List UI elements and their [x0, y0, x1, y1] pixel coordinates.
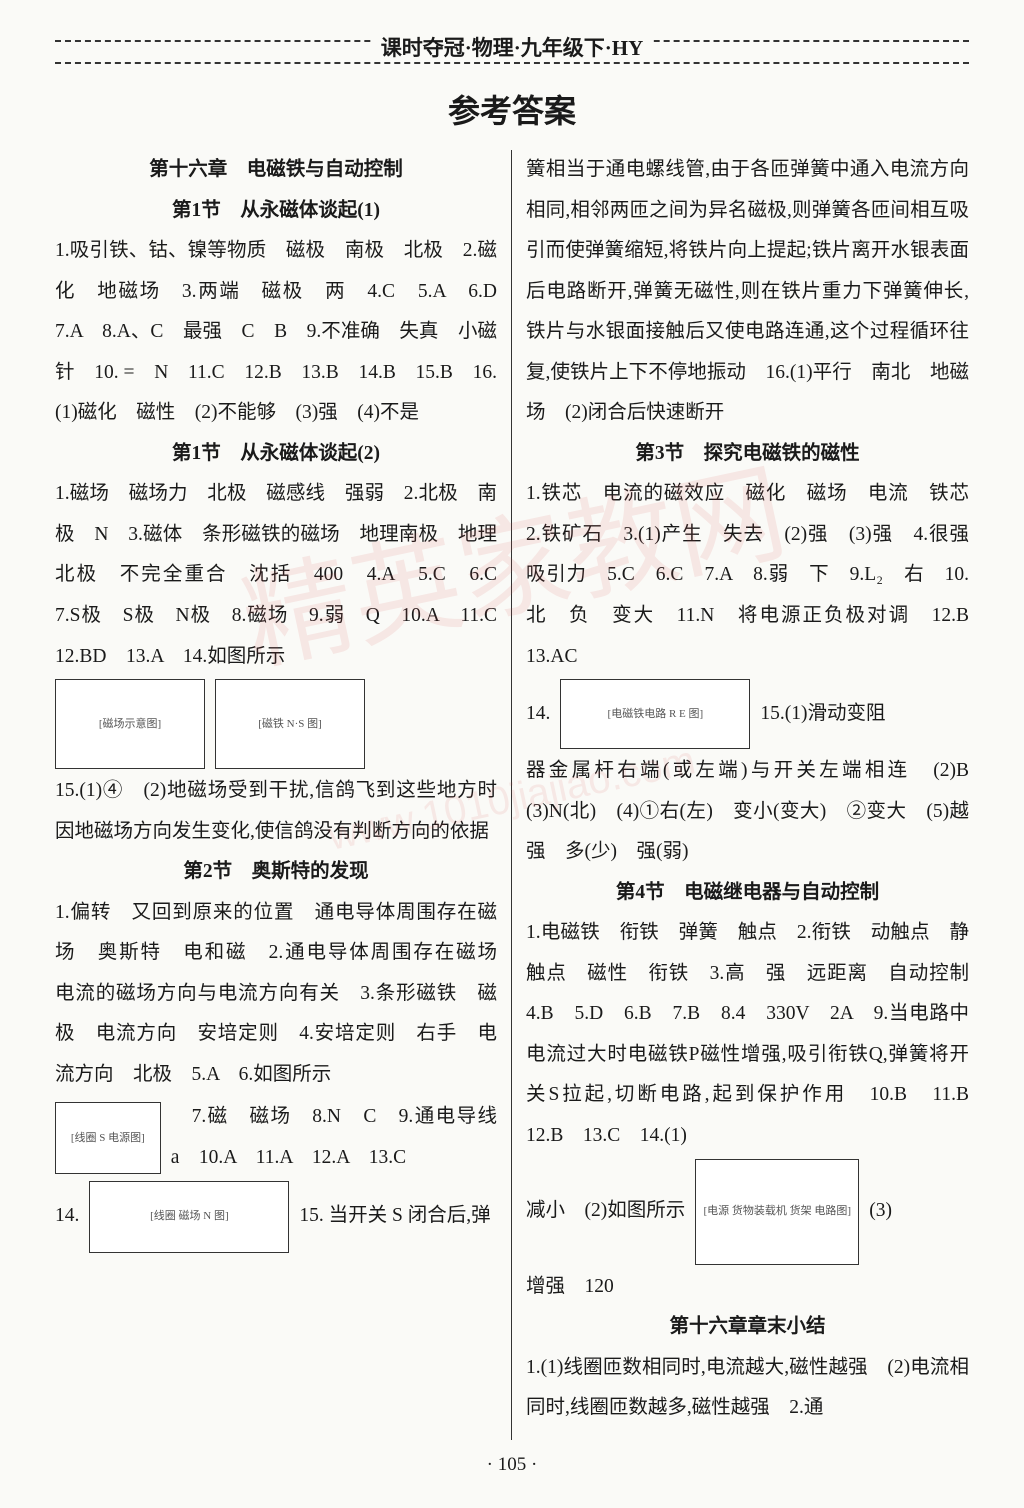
section-2-mid: 7.磁 磁场 8.N C 9.通电导线 a 10.A 11.A 12.A 13.…	[171, 1097, 497, 1178]
figure-row-1: [磁场示意图] [磁铁 N·S 图]	[55, 679, 497, 769]
section-1-title: 第1节 从永磁体谈起(1)	[55, 191, 497, 232]
chapter-summary-body: 1.(1)线圈匝数相同时,电流越大,磁性越强 (2)电流相同时,线圈匝数越多,磁…	[526, 1348, 969, 1429]
figure-magnet-field-icon: [磁场示意图]	[55, 679, 205, 769]
figure-magnet-ns-icon: [磁铁 N·S 图]	[215, 679, 365, 769]
section-3-tail: 器金属杆右端(或左端)与开关左端相连 (2)B (3)N(北) (4)①右(左)…	[526, 751, 969, 873]
section-4-mid-prefix: 减小 (2)如图所示	[526, 1191, 685, 1232]
section-2-tail-text: 15. 当开关 S 闭合后,弹	[299, 1196, 497, 1237]
page-number: · 105 ·	[55, 1454, 969, 1476]
section-1b-title: 第1节 从永磁体谈起(2)	[55, 434, 497, 475]
figure-relay-circuit-icon: [电源 货物装载机 货架 电路图]	[695, 1159, 859, 1265]
book-title: 课时夺冠·物理·九年级下·HY	[371, 32, 654, 62]
section-1b-answers: 1.磁场 磁场力 北极 磁感线 强弱 2.北极 南极 N 3.磁体 条形磁铁的磁…	[55, 474, 497, 677]
section-1-answers: 1.吸引铁、钴、镍等物质 磁极 南极 北极 2.磁化 地磁场 3.两端 磁极 两…	[55, 231, 497, 434]
figure-row-5: 减小 (2)如图所示 [电源 货物装载机 货架 电路图] (3)	[526, 1159, 969, 1265]
figure-row-2: [线圈 S 电源图] 7.磁 磁场 8.N C 9.通电导线 a 10.A 11…	[55, 1097, 497, 1178]
item-14-label: 14.	[55, 1196, 79, 1237]
two-column-layout: 第十六章 电磁铁与自动控制 第1节 从永磁体谈起(1) 1.吸引铁、钴、镍等物质…	[55, 150, 969, 1440]
header-divider	[55, 62, 969, 64]
figure-row-4: 14. [电磁铁电路 R E 图] 15.(1)滑动变阻	[526, 679, 969, 749]
right-column: 簧相当于通电螺线管,由于各匝弹簧中通入电流方向相同,相邻两匝之间为异名磁极,则弹…	[512, 150, 969, 1440]
chapter-heading: 第十六章 电磁铁与自动控制	[55, 150, 497, 191]
section-4-tail: 增强 120	[526, 1267, 969, 1308]
section-4-mid-suffix: (3)	[869, 1191, 892, 1232]
left-column: 第十六章 电磁铁与自动控制 第1节 从永磁体谈起(1) 1.吸引铁、钴、镍等物质…	[55, 150, 512, 1440]
figure-coil-field-icon: [线圈 磁场 N 图]	[89, 1181, 289, 1253]
page-title: 参考答案	[55, 86, 969, 132]
figure-electromagnet-circuit-icon: [电磁铁电路 R E 图]	[560, 679, 750, 749]
item-15-label-r: 15.(1)滑动变阻	[760, 694, 885, 735]
section-2-answers: 1.偏转 又回到原来的位置 通电导体周围存在磁场 奥斯特 电和磁 2.通电导体周…	[55, 893, 497, 1096]
section-1b-tail: 15.(1)④ (2)地磁场受到干扰,信鸽飞到这些地方时因地磁场方向发生变化,使…	[55, 771, 497, 852]
chapter-summary-title: 第十六章章末小结	[526, 1307, 969, 1348]
section-3-title: 第3节 探究电磁铁的磁性	[526, 434, 969, 475]
figure-coil-source-icon: [线圈 S 电源图]	[55, 1102, 161, 1174]
section-3-answers: 1.铁芯 电流的磁效应 磁化 磁场 电流 铁芯 2.铁矿石 3.(1)产生 失去…	[526, 474, 969, 677]
continuation-text: 簧相当于通电螺线管,由于各匝弹簧中通入电流方向相同,相邻两匝之间为异名磁极,则弹…	[526, 150, 969, 434]
figure-row-3: 14. [线圈 磁场 N 图] 15. 当开关 S 闭合后,弹	[55, 1181, 497, 1253]
section-4-answers: 1.电磁铁 衔铁 弹簧 触点 2.衔铁 动触点 静触点 磁性 衔铁 3.高 强 …	[526, 913, 969, 1156]
section-4-title: 第4节 电磁继电器与自动控制	[526, 873, 969, 914]
section-2-title: 第2节 奥斯特的发现	[55, 852, 497, 893]
item-14-label-r: 14.	[526, 694, 550, 735]
